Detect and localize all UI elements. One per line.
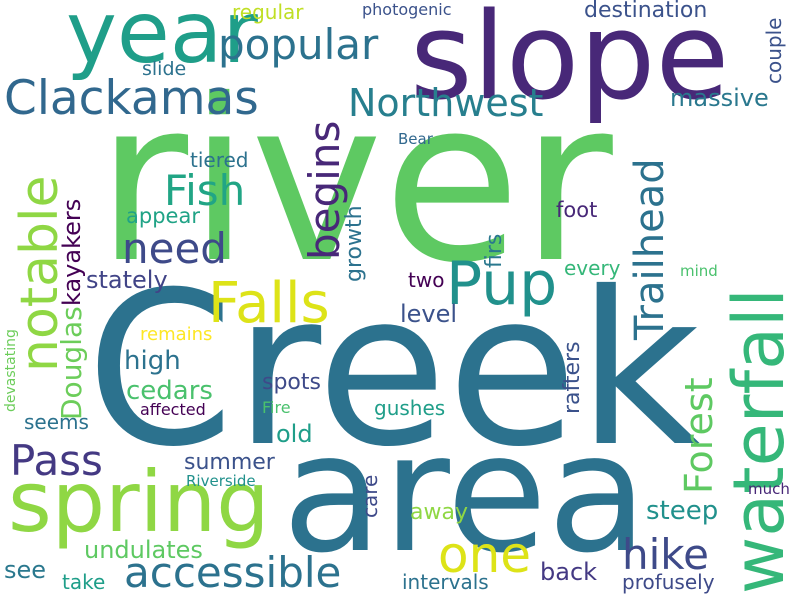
word-trailhead: Trailhead bbox=[627, 158, 673, 340]
word-high: high bbox=[124, 346, 181, 376]
word-much: much bbox=[748, 480, 790, 498]
word-rafters: rafters bbox=[560, 341, 585, 414]
word-kayakers: kayakers bbox=[58, 198, 86, 306]
word-hike: hike bbox=[622, 530, 709, 579]
word-take: take bbox=[62, 570, 106, 594]
word-creek: Creek bbox=[86, 246, 701, 493]
word-affected: affected bbox=[140, 400, 206, 419]
word-slope: slope bbox=[410, 0, 730, 127]
word-northwest: Northwest bbox=[348, 81, 544, 125]
word-massive: massive bbox=[670, 84, 769, 112]
word-stately: stately bbox=[86, 266, 168, 294]
word-every: every bbox=[564, 256, 621, 280]
word-back: back bbox=[540, 558, 598, 586]
word-two: two bbox=[408, 268, 445, 292]
word-foot: foot bbox=[556, 198, 598, 222]
word-steep: steep bbox=[646, 496, 719, 526]
word-one: one bbox=[438, 526, 532, 584]
word-year: year bbox=[66, 0, 258, 83]
word-fire: Fire bbox=[262, 398, 291, 417]
word-profusely: profusely bbox=[622, 570, 715, 594]
word-remains: remains bbox=[140, 324, 213, 345]
word-see: see bbox=[4, 556, 47, 584]
word-devastating: devastating bbox=[3, 329, 19, 412]
word-douglas: Douglas bbox=[55, 306, 88, 420]
word-old: old bbox=[276, 420, 313, 448]
word-away: away bbox=[410, 500, 468, 525]
word-fish: Fish bbox=[164, 166, 246, 215]
word-spots: spots bbox=[262, 370, 321, 395]
word-photogenic: photogenic bbox=[362, 0, 452, 19]
word-level: level bbox=[400, 300, 458, 328]
word-summer: summer bbox=[184, 450, 275, 475]
word-growth: growth bbox=[342, 205, 367, 282]
word-pass: Pass bbox=[10, 436, 103, 485]
word-forest: Forest bbox=[677, 377, 721, 494]
word-firs: firs bbox=[482, 233, 507, 268]
word-tiered: tiered bbox=[190, 148, 249, 172]
word-spring: spring bbox=[8, 453, 270, 551]
word-regular: regular bbox=[232, 0, 304, 24]
word-couple: couple bbox=[762, 17, 786, 84]
word-river: river bbox=[96, 51, 613, 312]
word-destination: destination bbox=[584, 0, 708, 23]
word-appear: appear bbox=[126, 204, 200, 228]
word-gushes: gushes bbox=[374, 396, 446, 420]
word-undulates: undulates bbox=[84, 536, 203, 564]
word-begins: begins bbox=[300, 120, 349, 260]
word-bear: Bear bbox=[398, 130, 433, 148]
word-slide: slide bbox=[142, 58, 187, 80]
word-cedars: cedars bbox=[126, 376, 213, 406]
word-area: area bbox=[282, 398, 648, 589]
word-falls: Falls bbox=[208, 271, 330, 336]
word-waterfall: waterfall bbox=[718, 288, 800, 594]
word-mind: mind bbox=[680, 262, 718, 280]
word-pup: Pup bbox=[446, 249, 558, 319]
word-clackamas: Clackamas bbox=[4, 71, 259, 126]
word-care: care bbox=[358, 474, 382, 518]
word-popular: popular bbox=[218, 20, 379, 69]
word-need: need bbox=[122, 224, 227, 273]
word-intervals: intervals bbox=[402, 570, 489, 594]
word-accessible: accessible bbox=[124, 548, 342, 597]
word-seems: seems bbox=[24, 410, 89, 434]
word-riverside: Riverside bbox=[186, 472, 256, 490]
